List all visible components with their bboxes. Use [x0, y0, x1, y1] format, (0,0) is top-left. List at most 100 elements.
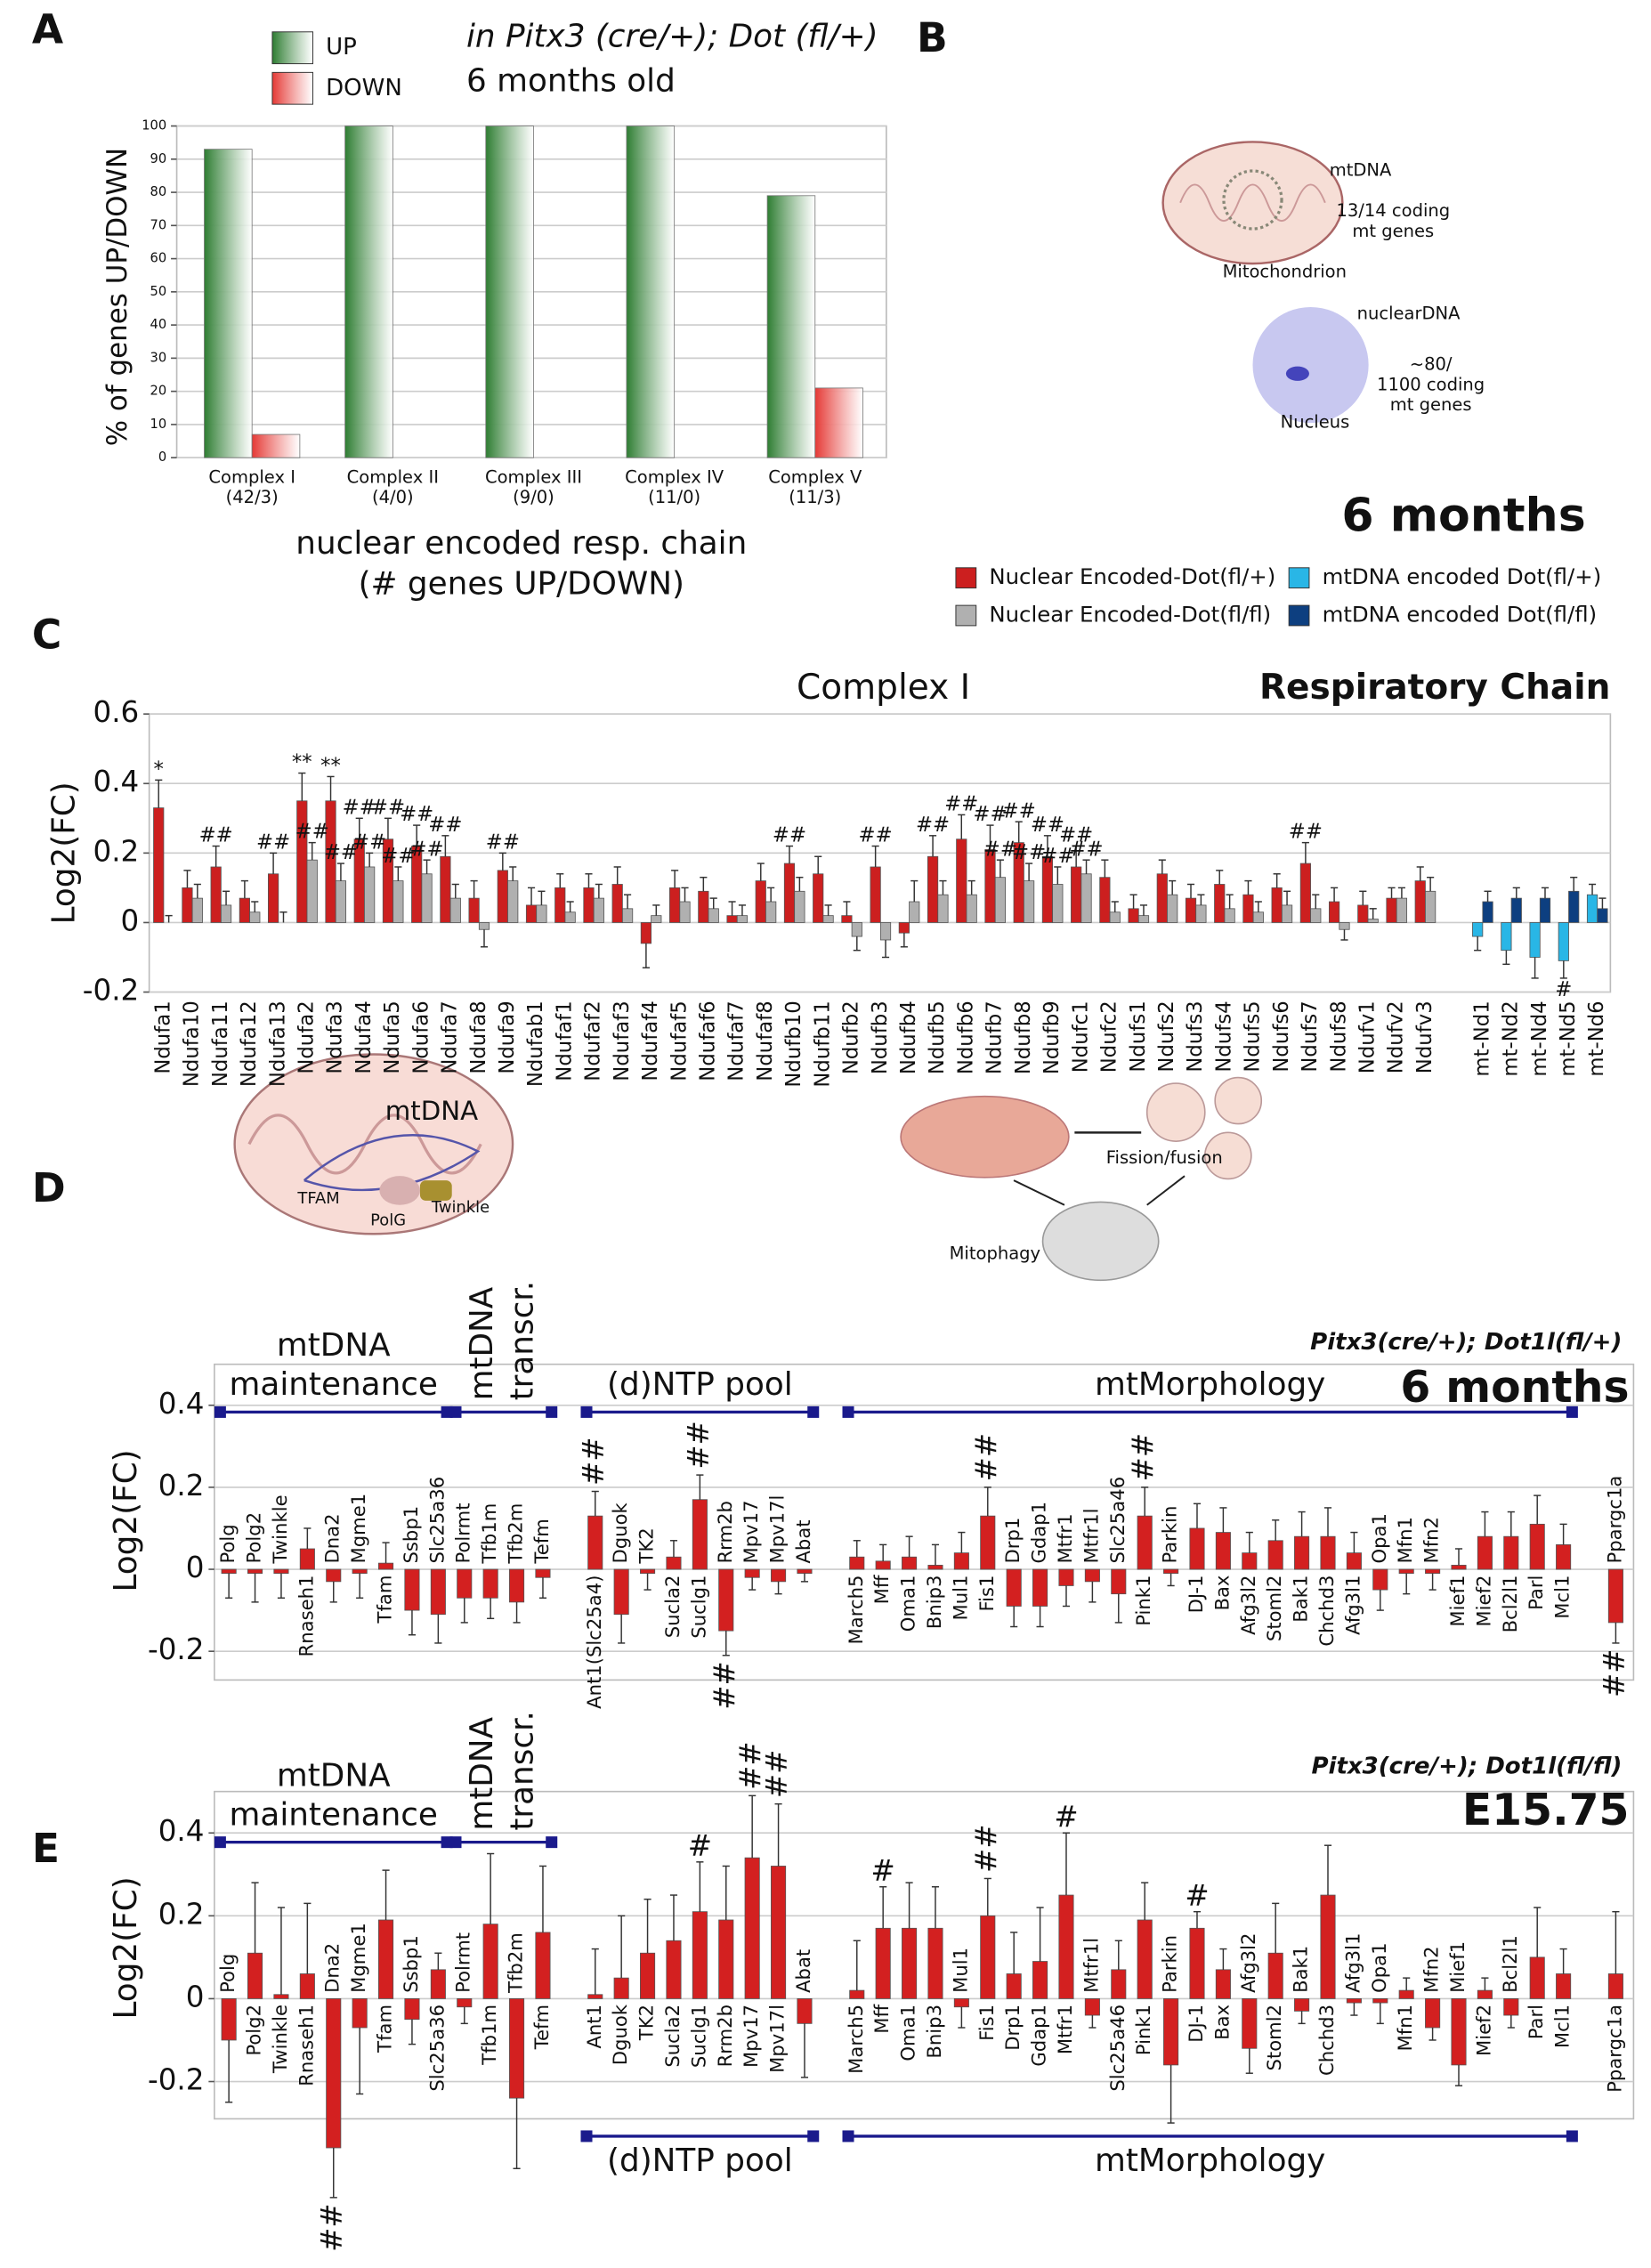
x-tick-label: Bnip3	[923, 2005, 945, 2059]
bar	[220, 904, 232, 923]
x-tick-label: Stoml2	[1263, 2005, 1285, 2071]
x-tick-label: Mpv17l	[766, 2005, 789, 2073]
y-tick-label: 0	[186, 1980, 205, 2013]
x-tick-label: Ppargc1a	[1603, 2005, 1625, 2093]
x-tick-label: Bak1	[1290, 1946, 1312, 1993]
significance-mark: ##	[708, 1661, 741, 1710]
bar	[1607, 1973, 1623, 1999]
group-label: mtDNA	[277, 1757, 391, 1794]
x-axis-label: nuclear encoded resp. chain	[295, 525, 747, 562]
bar	[666, 1940, 682, 1999]
significance-mark: #	[688, 1829, 712, 1863]
x-tick-label: TK2	[635, 1527, 658, 1564]
significance-mark: ##	[773, 824, 806, 847]
bar	[626, 126, 676, 458]
x-tick-label: DJ-1	[1185, 2005, 1207, 2043]
bar	[1006, 1568, 1022, 1607]
group-label: (d)NTP pool	[607, 1366, 793, 1403]
y-tick-label: 40	[150, 317, 167, 332]
bar	[927, 855, 939, 923]
bar	[1189, 1527, 1205, 1570]
x-tick-label: mt-Nd2	[1500, 1000, 1523, 1076]
x-tick-label: Ndufaf5	[668, 1000, 691, 1081]
y-axis-label: Log2(FC)	[108, 1449, 144, 1592]
x-tick-label: Ndufs5	[1242, 1000, 1265, 1072]
bar	[306, 859, 318, 923]
y-tick-label: 80	[150, 184, 167, 199]
x-tick-label: Ndufs6	[1270, 1000, 1293, 1072]
bar	[587, 1994, 603, 1999]
bar	[813, 873, 824, 923]
subtitle: 6 months old	[466, 63, 676, 100]
bar	[736, 915, 749, 923]
significance-mark: ##	[1031, 814, 1064, 837]
elongated-mitochondrion	[900, 1095, 1070, 1179]
bar	[1163, 1998, 1179, 2066]
bar	[898, 922, 910, 934]
x-tick-label: Afg3l1	[1341, 1933, 1364, 1993]
bar	[679, 901, 691, 923]
polg-shape	[379, 1176, 420, 1205]
panel-label: E	[32, 1825, 60, 1872]
significance-mark: #	[871, 1853, 895, 1887]
bar	[457, 1998, 473, 2008]
significance-mark: ##	[969, 1824, 1003, 1873]
bar	[1195, 904, 1207, 923]
x-tick-label: Fis1	[975, 1575, 998, 1612]
arrow	[1146, 1175, 1186, 1206]
x-tick-label: Mtfr1l	[1080, 1509, 1102, 1564]
bar	[1539, 897, 1551, 923]
group-label: mtMorphology	[1095, 2142, 1325, 2179]
x-tick-label: March5	[845, 2005, 867, 2074]
bar	[797, 1998, 813, 2024]
x-tick-label: Ppargc1a	[1603, 1476, 1625, 1564]
bar	[378, 1919, 394, 1999]
significance-mark: ##	[256, 830, 290, 854]
bar	[247, 1952, 263, 1999]
bar	[640, 1952, 656, 1999]
bar	[875, 1927, 891, 1999]
x-tick-note: (11/0)	[648, 487, 700, 507]
y-tick-label: 0.2	[158, 1897, 205, 1931]
x-tick-label: Mief2	[1472, 2005, 1494, 2056]
x-tick-label: Tefm	[530, 2005, 553, 2050]
bar	[210, 866, 222, 923]
bar	[404, 1998, 420, 2021]
x-axis-label: (# genes UP/DOWN)	[359, 565, 684, 602]
bar	[744, 1568, 760, 1578]
x-tick-label: Tfam	[374, 1575, 396, 1624]
bar	[430, 1969, 446, 1999]
group-label: transcr.	[505, 1711, 541, 1830]
bar	[1242, 1998, 1258, 2049]
group-bracket-end	[214, 1836, 226, 1849]
legend-label: Nuclear Encoded-Dot(fl/+)	[989, 563, 1275, 589]
x-tick-label: Rnaseh1	[295, 1575, 317, 1657]
significance-mark: ##	[381, 845, 415, 868]
significance-mark: ##	[1059, 824, 1093, 847]
x-tick-label: mt-Nd5	[1557, 1000, 1580, 1076]
bar	[956, 838, 967, 923]
diagram-label: mtDNA	[1330, 159, 1392, 180]
x-tick-label: Tfam	[374, 2005, 396, 2053]
bar	[718, 1919, 734, 1999]
bar	[766, 195, 816, 458]
bar	[765, 901, 777, 923]
bar	[1482, 901, 1493, 923]
significance-mark: ##	[969, 1433, 1003, 1482]
y-tick-label: 50	[150, 284, 167, 299]
bar	[692, 1911, 708, 1999]
bar	[393, 880, 404, 923]
x-tick-label: Tfb2m	[505, 1503, 527, 1565]
bar	[1109, 911, 1121, 923]
bar	[1215, 1969, 1231, 1999]
x-tick-label: Ndufb6	[954, 1000, 977, 1074]
x-tick-label: Mfn2	[1420, 1946, 1443, 1993]
x-tick-label: Mief2	[1472, 1575, 1494, 1627]
bar	[1111, 1568, 1127, 1595]
x-tick-label: Slc25a36	[425, 1477, 448, 1564]
x-tick-label: Ndufv3	[1413, 1000, 1437, 1073]
x-tick-label: Drp1	[1001, 2005, 1024, 2051]
legend-swatch	[271, 31, 314, 65]
y-tick-label: 70	[150, 217, 167, 232]
bar	[1167, 894, 1178, 923]
